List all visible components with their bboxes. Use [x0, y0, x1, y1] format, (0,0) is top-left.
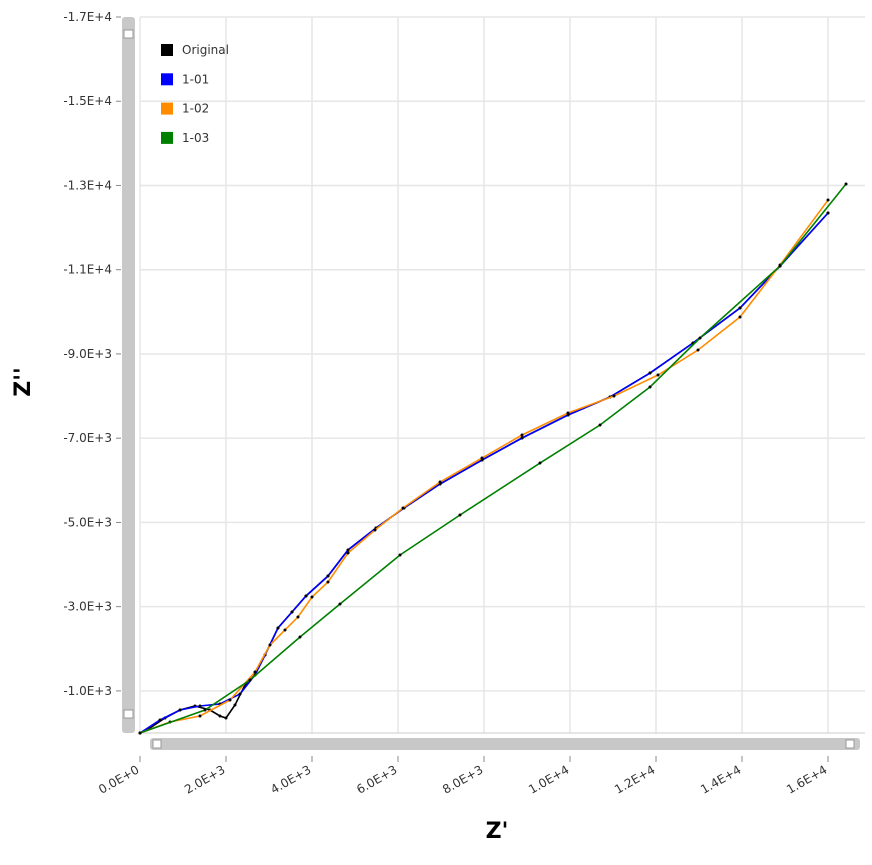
x-tick-label: 1.4E+4: [698, 762, 743, 796]
legend-label: 1-03: [182, 131, 209, 145]
data-point: [696, 348, 700, 352]
v-scroll-handle[interactable]: [123, 709, 134, 719]
data-point: [538, 461, 542, 465]
data-point: [304, 594, 308, 598]
data-point: [203, 708, 207, 712]
legend-swatch: [161, 131, 173, 144]
data-point: [738, 315, 742, 319]
grid: [139, 16, 865, 733]
data-point: [238, 692, 242, 696]
data-point: [346, 551, 350, 555]
data-point: [566, 411, 570, 415]
data-point: [698, 336, 702, 340]
legend-swatch: [161, 44, 173, 56]
y-tick-label: -1.3E+4: [63, 178, 112, 192]
y-axis-title: Z'': [11, 367, 36, 396]
data-point: [326, 574, 330, 578]
series-line: [139, 183, 847, 734]
x-tick-label: 2.0E+3: [182, 762, 227, 796]
y-tick-label: -1.1E+4: [63, 263, 112, 277]
data-point: [438, 480, 442, 484]
data-point: [268, 643, 272, 647]
data-point: [218, 714, 222, 718]
h-scroll-handle[interactable]: [152, 739, 162, 749]
x-tick-label: 0.0E+0: [96, 762, 141, 796]
data-point: [844, 182, 848, 186]
data-point: [520, 433, 524, 437]
y-tick-label: -5.0E+3: [63, 515, 112, 529]
v-scrollbar[interactable]: [122, 17, 135, 733]
y-tick-label: -7.0E+3: [63, 431, 112, 445]
data-point: [198, 714, 202, 718]
data-point: [158, 718, 162, 722]
data-point: [520, 436, 524, 440]
data-point: [310, 595, 314, 599]
v-scroll-handle[interactable]: [123, 29, 134, 39]
data-point: [298, 635, 302, 639]
h-scrollbar[interactable]: [150, 738, 860, 750]
data-point: [178, 708, 182, 712]
data-point: [648, 371, 652, 375]
y-tick-label: -1.0E+3: [63, 684, 112, 698]
y-tick-label: -3.0E+3: [63, 600, 112, 614]
data-point: [738, 306, 742, 310]
data-point: [224, 716, 228, 720]
h-scroll-handle[interactable]: [845, 739, 855, 749]
y-tick-label: -1.5E+4: [63, 94, 112, 108]
legend-label: Original: [182, 43, 229, 57]
data-point: [248, 678, 252, 682]
x-tick-label: 1.0E+4: [526, 762, 571, 796]
x-tick-label: 4.0E+3: [268, 762, 313, 796]
y-tick-label: -9.0E+3: [63, 347, 112, 361]
x-tick-label: 1.6E+4: [784, 762, 829, 796]
legend-swatch: [161, 73, 173, 86]
data-point: [398, 553, 402, 557]
data-point: [778, 264, 782, 268]
data-point: [346, 548, 350, 552]
data-point: [656, 373, 660, 377]
data-point: [138, 731, 142, 735]
data-point: [283, 628, 287, 632]
data-point: [373, 528, 377, 532]
data-point: [233, 703, 237, 707]
data-point: [228, 698, 232, 702]
data-point: [338, 602, 342, 606]
data-point: [480, 456, 484, 460]
data-point: [296, 615, 300, 619]
legend-label: 1-02: [182, 102, 209, 116]
legend-swatch: [161, 102, 173, 115]
x-tick-label: 1.2E+4: [612, 762, 657, 796]
x-tick-label: 8.0E+3: [440, 762, 485, 796]
data-point: [326, 580, 330, 584]
data-point: [253, 670, 257, 674]
data-point: [276, 626, 280, 630]
data-point: [826, 211, 830, 215]
data-point: [458, 513, 462, 517]
data-point: [598, 423, 602, 427]
y-tick-label: -1.7E+4: [63, 10, 112, 24]
data-point: [612, 394, 616, 398]
x-tick-label: 6.0E+3: [354, 762, 399, 796]
x-axis-title: Z': [486, 819, 509, 844]
data-point: [648, 385, 652, 389]
data-point: [826, 198, 830, 202]
legend-label: 1-01: [182, 72, 209, 86]
data-point: [401, 506, 405, 510]
data-point: [198, 704, 202, 708]
data-point: [290, 610, 294, 614]
